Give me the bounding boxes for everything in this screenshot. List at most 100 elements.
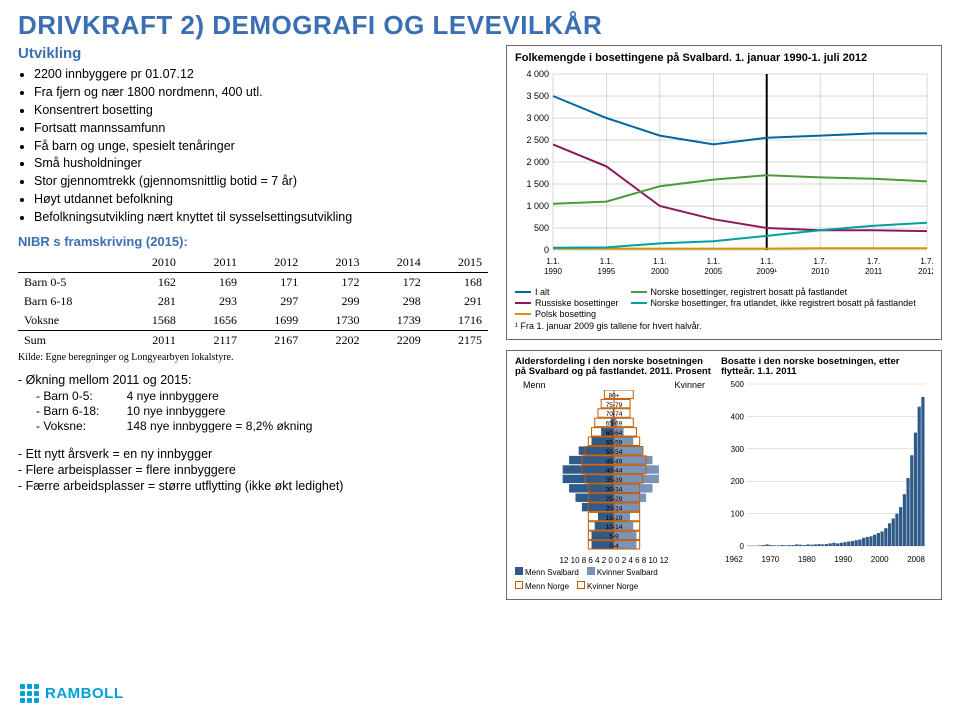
increase-rows: Barn 0-5: 4 nye innbyggereBarn 6-18: 10 … (36, 389, 488, 433)
conclusion-item: Flere arbeisplasser = flere innbyggere (18, 463, 488, 477)
svg-text:0: 0 (740, 542, 745, 550)
svg-text:1.7.: 1.7. (920, 257, 933, 266)
bullet-item: 2200 innbyggere pr 01.07.12 (34, 66, 488, 83)
population-line-chart: 0 500 1 000 1 500 2 000 2 500 3 000 3 500 4 000 1… (515, 68, 933, 278)
bullet-item: Befolkningsutvikling nært knyttet til sy… (34, 209, 488, 226)
pyramid-axis: 12 10 8 6 4 2 0 0 2 4 6 8 10 12 (515, 556, 713, 565)
increase-block: Økning mellom 2011 og 2015: (18, 373, 488, 387)
svg-text:10-14: 10-14 (606, 524, 623, 531)
svg-text:100: 100 (731, 509, 745, 518)
legend-item: Polsk bosetting (515, 309, 619, 319)
svg-text:0: 0 (544, 245, 549, 255)
population-chart-title: Folkemengde i bosettingene på Svalbard. … (515, 52, 933, 64)
svg-text:1.1.: 1.1. (546, 257, 559, 266)
pyramid-legend-item: Kvinner Norge (577, 581, 638, 591)
svg-text:60-64: 60-64 (606, 430, 623, 437)
svg-text:70-74: 70-74 (606, 411, 623, 418)
svg-text:2005: 2005 (704, 267, 722, 276)
population-legend: I altRussiske bosettingerPolsk bosetting… (515, 287, 933, 319)
legend-item: Norske bosettinger, registrert bosatt på… (631, 287, 916, 297)
svg-text:1.1.: 1.1. (653, 257, 666, 266)
bullet-item: Fortsatt mannssamfunn (34, 120, 488, 137)
svg-text:65-69: 65-69 (606, 421, 623, 428)
svg-text:40-44: 40-44 (606, 468, 623, 475)
svg-text:200: 200 (731, 477, 745, 486)
pyramid-legend-item: Menn Svalbard (515, 567, 579, 577)
nibr-heading: NIBR s framskriving (2015): (18, 234, 488, 249)
bullet-item: Små husholdninger (34, 155, 488, 172)
svg-text:45-49: 45-49 (606, 458, 623, 465)
svg-text:1.7.: 1.7. (813, 257, 826, 266)
increase-row: Barn 6-18: 10 nye innbyggere (36, 404, 488, 418)
svg-text:1990: 1990 (544, 267, 562, 276)
svg-text:500: 500 (731, 380, 745, 389)
svg-text:20-24: 20-24 (606, 505, 623, 512)
bullet-item: Høyt utdannet befolkning (34, 191, 488, 208)
increase-heading: Økning mellom 2011 og 2015: (18, 373, 488, 387)
conclusion-item: Ett nytt årsverk = en ny innbygger (18, 447, 488, 461)
pyramid-legend: Menn Svalbard Kvinner Svalbard Menn Norge K… (515, 567, 713, 591)
svg-text:2 000: 2 000 (526, 157, 549, 167)
conclusions: Ett nytt årsverk = en ny innbygger Flere … (18, 447, 488, 493)
bullet-item: Fra fjern og nær 1800 nordmenn, 400 utl. (34, 84, 488, 101)
svg-text:500: 500 (534, 223, 549, 233)
population-footnote: ¹ Fra 1. januar 2009 gis tallene for hve… (515, 321, 933, 331)
svg-text:2010: 2010 (811, 267, 829, 276)
pyramid-svg: 80+ 75-79 70-74 65-69 60-64 55-59 50-54 45-49 40… (515, 390, 713, 550)
svg-text:2012: 2012 (918, 267, 933, 276)
svg-text:0-4: 0-4 (609, 543, 619, 550)
increase-row: Barn 0-5: 4 nye innbyggere (36, 389, 488, 403)
svg-text:30-34: 30-34 (606, 486, 623, 493)
page-title: DRIVKRAFT 2) DEMOGRAFI OG LEVEVILKÅR (18, 10, 942, 41)
bosatte-chart: Bosatte i den norske bosetningen, etter … (721, 357, 929, 591)
pyramid-legend-item: Kvinner Svalbard (587, 567, 658, 577)
pyramid-kvinner: Kvinner (674, 380, 705, 390)
increase-row: Voksne: 148 nye innbyggere = 8,2% økning (36, 419, 488, 433)
conclusion-item: Færre arbeidsplasser = større utflytting… (18, 479, 488, 493)
svg-text:2 500: 2 500 (526, 135, 549, 145)
bottom-panel: Aldersfordeling i den norske bosetningen… (506, 350, 942, 600)
legend-item: I alt (515, 287, 619, 297)
svg-text:1 500: 1 500 (526, 179, 549, 189)
svg-text:1.1.: 1.1. (600, 257, 613, 266)
nibr-table: 201020112012201320142015Barn 0-516216917… (18, 253, 488, 350)
svg-text:80+: 80+ (608, 392, 619, 399)
svg-text:2000: 2000 (651, 267, 669, 276)
pyramid-legend-item: Menn Norge (515, 581, 569, 591)
bullet-item: Konsentrert bosetting (34, 102, 488, 119)
ramboll-logo: RAMBOLL (20, 684, 124, 703)
svg-text:1.1.: 1.1. (707, 257, 720, 266)
bullet-list: 2200 innbyggere pr 01.07.12Fra fjern og … (34, 66, 488, 226)
svg-text:5-9: 5-9 (609, 533, 619, 540)
subtitle: Utvikling (18, 45, 488, 62)
pyramid-menn: Menn (523, 380, 546, 390)
age-pyramid: Aldersfordeling i den norske bosetningen… (515, 357, 713, 591)
svg-text:25-29: 25-29 (606, 496, 623, 503)
svg-text:1 000: 1 000 (526, 201, 549, 211)
svg-text:50-54: 50-54 (606, 449, 623, 456)
logo-text: RAMBOLL (45, 685, 124, 702)
svg-text:35-39: 35-39 (606, 477, 623, 484)
svg-text:2009¹: 2009¹ (756, 267, 777, 276)
svg-text:4 000: 4 000 (526, 69, 549, 79)
svg-text:3 000: 3 000 (526, 113, 549, 123)
svg-text:1.1.: 1.1. (760, 257, 773, 266)
svg-text:300: 300 (731, 445, 745, 454)
logo-dots-icon (20, 684, 39, 703)
legend-item: Russiske bosettinger (515, 298, 619, 308)
bosatte-xaxis: 196219701980199020002008 (721, 555, 929, 564)
svg-text:75-79: 75-79 (606, 402, 623, 409)
svg-text:3 500: 3 500 (526, 91, 549, 101)
svg-text:400: 400 (731, 412, 745, 421)
bullet-item: Få barn og unge, spesielt tenåringer (34, 138, 488, 155)
svg-text:1.7.: 1.7. (867, 257, 880, 266)
right-column: Folkemengde i bosettingene på Svalbard. … (506, 45, 942, 610)
bullet-item: Stor gjennomtrekk (gjennomsnittlig botid… (34, 173, 488, 190)
svg-text:15-19: 15-19 (606, 515, 623, 522)
population-chart-panel: Folkemengde i bosettingene på Svalbard. … (506, 45, 942, 340)
pyramid-title: Aldersfordeling i den norske bosetningen… (515, 357, 713, 378)
bosatte-title: Bosatte i den norske bosetningen, etter … (721, 357, 929, 378)
bosatte-svg: 0 100 200 300 400 500 (721, 380, 929, 550)
nibr-source: Kilde: Egne beregninger og Longyearbyen … (18, 352, 488, 363)
svg-text:55-59: 55-59 (606, 439, 623, 446)
